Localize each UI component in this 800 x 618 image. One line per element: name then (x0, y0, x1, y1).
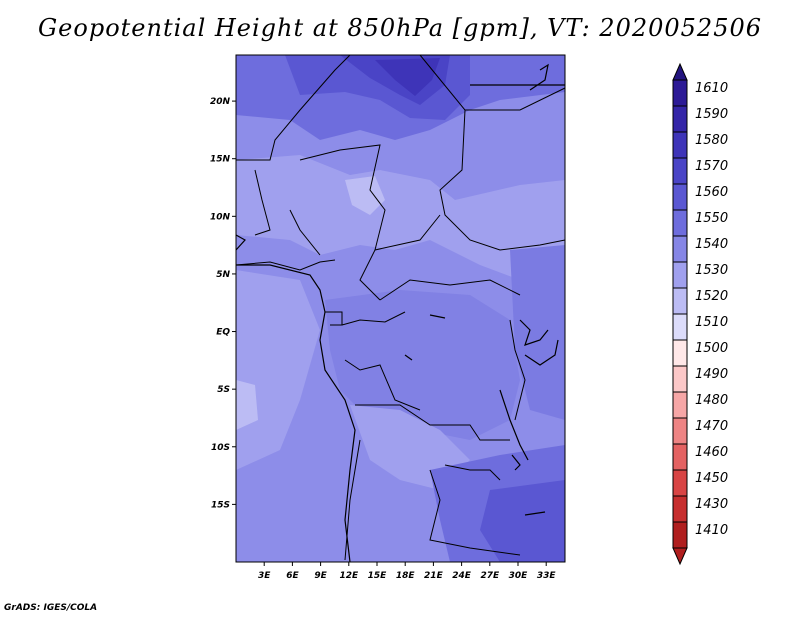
y-tick-label: 5S (217, 385, 230, 395)
y-tick-label: 10N (210, 212, 231, 222)
x-tick-label: 9E (314, 571, 327, 581)
contour-1550-congo (325, 290, 520, 440)
colorbar-swatch (672, 521, 688, 549)
grads-credit: GrADS: IGES/COLA (4, 603, 98, 613)
y-tick-label: 20N (210, 97, 231, 107)
colorbar-label: 1480 (695, 393, 728, 408)
colorbar-swatch (672, 495, 688, 523)
x-tick-label: 15E (368, 571, 388, 581)
colorbar-swatch (672, 183, 688, 211)
colorbar-swatch (672, 443, 688, 471)
x-tick-label: 24E (452, 571, 472, 581)
colorbar-label: 1510 (695, 315, 728, 330)
colorbar-swatch (672, 365, 688, 393)
colorbar-label: 1530 (695, 263, 728, 278)
colorbar-label: 1570 (695, 159, 728, 174)
colorbar-swatch (672, 79, 688, 107)
colorbar: 1610 1590 1580 1570 1560 1550 1540 1530 1520 1510… (672, 62, 728, 566)
x-axis: 3E 6E 9E 12E 15E 18E 21E 24E 27E 30E 33E (258, 562, 556, 581)
y-tick-label: 15S (211, 500, 230, 510)
contour-1530-sahel (236, 155, 565, 280)
colorbar-swatch (672, 235, 688, 263)
coastlines (235, 63, 565, 563)
x-tick-label: 6E (286, 571, 299, 581)
colorbar-swatch (672, 469, 688, 497)
colorbar-label: 1610 (695, 81, 728, 96)
country-borders (235, 54, 566, 561)
colorbar-label: 1450 (695, 471, 728, 486)
y-axis: 20N 15N 10N 5N EQ 5S 10S 15S (210, 97, 236, 510)
colorbar-label: 1560 (695, 185, 728, 200)
x-tick-label: 18E (396, 571, 416, 581)
contour-1520-atlantic (236, 380, 258, 430)
colorbar-label: 1470 (695, 419, 728, 434)
x-tick-label: 21E (424, 571, 444, 581)
colorbar-swatch (672, 287, 688, 315)
x-tick-label: 12E (339, 571, 359, 581)
colorbar-swatch (672, 131, 688, 159)
contour-1520-chad (345, 176, 385, 215)
colorbar-swatch (672, 209, 688, 237)
colorbar-swatch (672, 313, 688, 341)
colorbar-swatch (672, 391, 688, 419)
y-tick-label: 15N (210, 155, 231, 165)
colorbar-top-arrow (672, 62, 688, 81)
y-tick-label: 5N (216, 270, 230, 280)
colorbar-bottom-arrow (672, 547, 688, 566)
colorbar-swatch (672, 417, 688, 445)
colorbar-swatch (672, 105, 688, 133)
colorbar-label: 1410 (695, 523, 728, 538)
colorbar-swatch (672, 157, 688, 185)
y-tick-label: EQ (216, 328, 230, 338)
contour-1590-north (375, 58, 440, 96)
colorbar-swatch (672, 339, 688, 367)
x-tick-label: 33E (537, 571, 557, 581)
x-tick-label: 3E (258, 571, 271, 581)
colorbar-label: 1550 (695, 211, 728, 226)
x-tick-label: 27E (480, 571, 500, 581)
colorbar-label: 1520 (695, 289, 728, 304)
colorbar-label: 1540 (695, 237, 728, 252)
x-tick-label: 30E (509, 571, 529, 581)
contour-1570-southeast (480, 480, 565, 562)
colorbar-label: 1580 (695, 133, 728, 148)
colorbar-label: 1590 (695, 107, 728, 122)
colorbar-label: 1460 (695, 445, 728, 460)
colorbar-label: 1430 (695, 497, 728, 512)
colorbar-label: 1500 (695, 341, 728, 356)
map-title: Geopotential Height at 850hPa [gpm], VT:… (38, 14, 762, 42)
y-tick-label: 10S (211, 443, 230, 453)
colorbar-label: 1490 (695, 367, 728, 382)
plot-area (235, 54, 566, 563)
plot-frame (235, 54, 566, 563)
colorbar-swatch (672, 261, 688, 289)
